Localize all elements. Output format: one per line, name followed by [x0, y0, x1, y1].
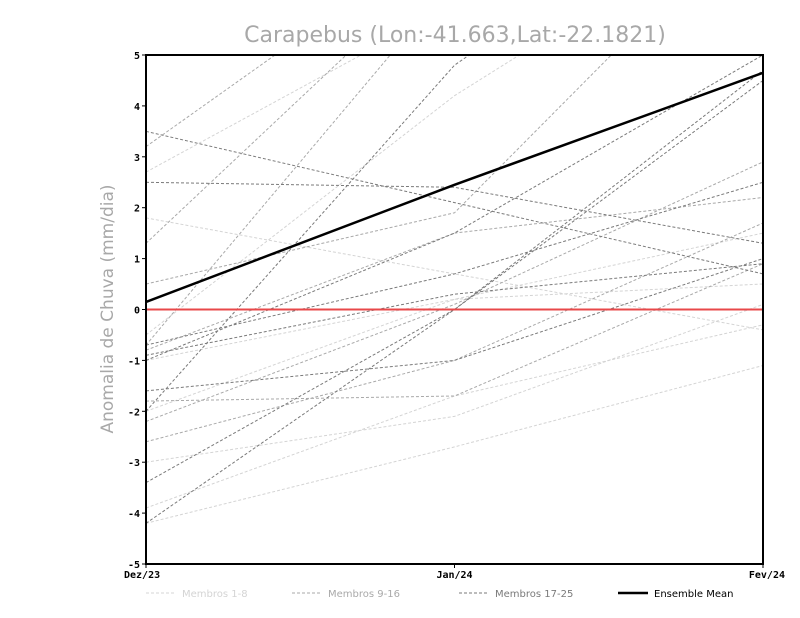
y-tick-label: -4 — [128, 509, 140, 520]
member-line-12 — [146, 161, 763, 422]
chart-title: Carapebus (Lon:-41.663,Lat:-22.1821) — [244, 23, 666, 48]
member-line-23 — [146, 263, 763, 356]
member-line-14 — [146, 197, 763, 351]
x-tick-label: Dez/23 — [124, 570, 160, 581]
member-line-6 — [146, 303, 763, 463]
legend-label: Ensemble Mean — [654, 589, 733, 600]
member-line-18 — [146, 181, 763, 244]
y-tick-label: -5 — [128, 560, 140, 571]
y-tick-label: -2 — [128, 407, 140, 418]
member-line-2 — [146, 217, 763, 331]
member-line-20 — [146, 80, 763, 484]
member-line-17 — [146, 130, 763, 275]
member-line-21 — [146, 69, 763, 524]
member-line-11 — [146, 263, 763, 402]
legend: Membros 1-8 Membros 9-16 Membros 17-25 Ense… — [146, 589, 733, 600]
y-tick-label: -1 — [128, 356, 140, 367]
member-line-16 — [146, 222, 763, 443]
member-line-4 — [146, 283, 763, 361]
member-line-9 — [146, 55, 276, 148]
y-tick-label: 3 — [134, 153, 140, 164]
mean-layer — [146, 71, 763, 304]
member-line-19 — [146, 181, 763, 346]
y-tick-label: 1 — [134, 255, 140, 266]
legend-label: Membros 9-16 — [328, 589, 400, 600]
member-line-1 — [146, 55, 363, 173]
y-tick-label: 5 — [134, 51, 140, 62]
ensemble-mean-line — [146, 71, 763, 304]
member-line-22 — [146, 258, 763, 392]
y-tick-label: 4 — [134, 102, 140, 113]
series-layer — [146, 55, 763, 524]
y-axis-label: Anomalia de Chuva (mm/dia) — [98, 184, 118, 433]
x-axis: Dez/23 Jan/24 Fev/24 — [124, 564, 785, 581]
x-tick-label: Jan/24 — [436, 570, 472, 581]
y-tick-label: 2 — [134, 204, 140, 215]
y-axis: -5 -4 -3 -2 -1 0 1 2 3 4 5 — [128, 51, 146, 571]
member-line-8 — [146, 365, 763, 524]
member-line-3 — [146, 55, 521, 336]
member-line-24 — [146, 55, 471, 412]
y-tick-label: -3 — [128, 458, 140, 469]
y-tick-label: 0 — [134, 306, 140, 317]
legend-label: Membros 1-8 — [182, 589, 248, 600]
member-line-15 — [146, 55, 347, 244]
legend-label: Membros 17-25 — [495, 589, 573, 600]
member-line-10 — [146, 55, 391, 346]
member-line-13 — [146, 55, 612, 285]
member-line-25 — [146, 55, 763, 361]
x-tick-label: Fev/24 — [749, 570, 785, 581]
